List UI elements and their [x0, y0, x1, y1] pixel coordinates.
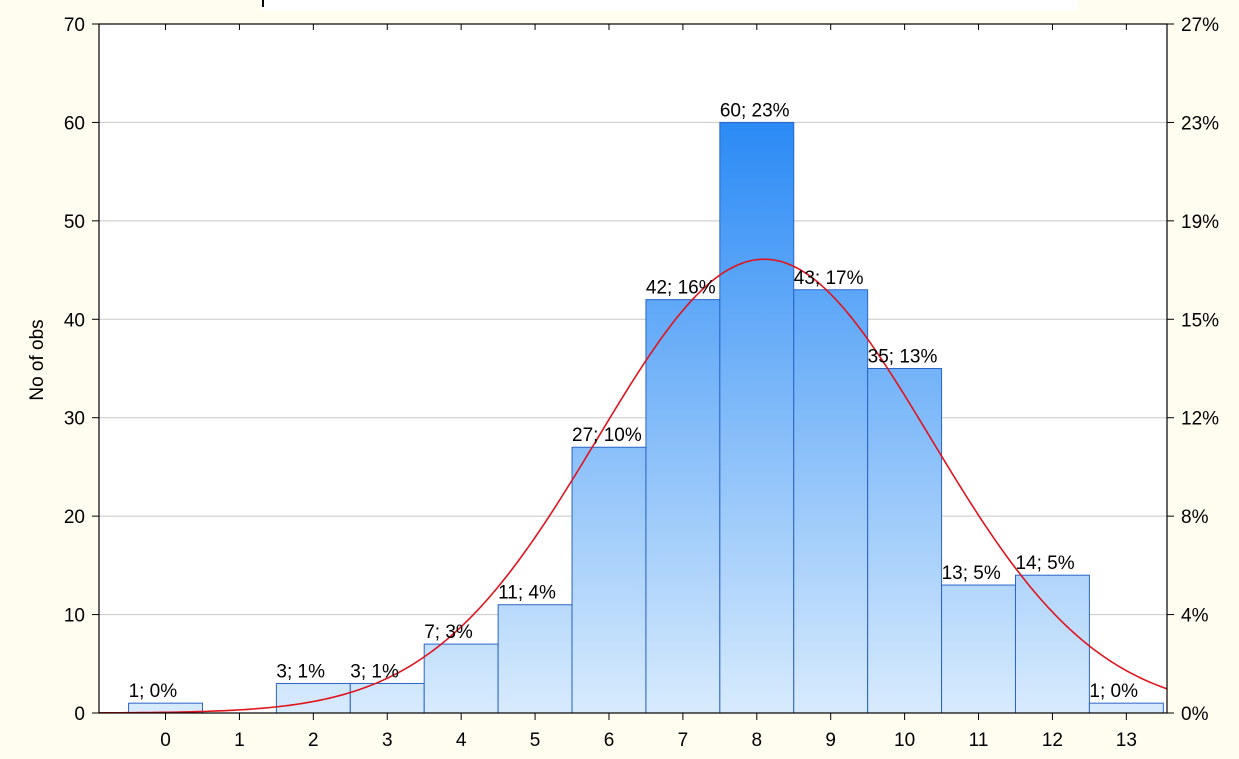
x-tick-label: 6	[604, 730, 615, 751]
x-tick-label: 5	[530, 730, 541, 751]
data-label: 1; 0%	[1089, 681, 1138, 702]
x-tick-label: 8	[752, 730, 763, 751]
legend-strip	[262, 0, 1078, 11]
y-tick-label: 40	[64, 310, 85, 331]
bars	[128, 121, 1164, 714]
data-label: 35; 13%	[868, 347, 938, 368]
y2-tick-label: 8%	[1181, 507, 1209, 528]
axes: 0 0%10 4%20 8%30 12%40 15%50 19%60 23%70 27%0 1 2 3…	[64, 15, 1219, 751]
data-label: 42; 16%	[646, 278, 716, 299]
y-tick-label: 60	[64, 113, 85, 134]
histogram-bar	[719, 121, 795, 714]
normal-fit-curve	[99, 258, 1167, 713]
data-label: 11; 4%	[498, 583, 556, 604]
histogram-bar	[497, 604, 573, 714]
plot-frame	[98, 23, 1168, 714]
data-label: 3; 1%	[350, 661, 399, 682]
data-label: 43; 17%	[794, 268, 864, 289]
x-tick-label: 4	[456, 730, 467, 751]
histogram-bar	[423, 643, 499, 714]
histogram-bar	[1088, 702, 1164, 714]
x-tick-label: 2	[308, 730, 319, 751]
histogram-bar	[793, 289, 869, 714]
legend-strip-marker	[262, 0, 264, 7]
y-tick-label: 70	[64, 15, 85, 36]
fit-curve-layer	[99, 258, 1167, 713]
x-tick-label: 3	[382, 730, 393, 751]
data-label: 3; 1%	[276, 661, 325, 682]
y-tick-label: 20	[64, 507, 85, 528]
y2-tick-label: 0%	[1181, 704, 1209, 725]
y2-tick-label: 4%	[1181, 606, 1209, 627]
histogram-bar	[867, 368, 943, 714]
data-label: 14; 5%	[1015, 553, 1074, 574]
x-tick-label: 12	[1042, 730, 1063, 751]
x-tick-label: 10	[894, 730, 915, 751]
y-tick-label: 0	[74, 704, 85, 725]
x-tick-label: 1	[234, 730, 245, 751]
histogram-bar	[275, 682, 351, 714]
x-tick-label: 13	[1116, 730, 1137, 751]
y-axis-label: No of obs	[27, 319, 48, 400]
y2-tick-label: 19%	[1181, 212, 1219, 233]
x-tick-label: 0	[160, 730, 171, 751]
y2-tick-label: 27%	[1181, 15, 1219, 36]
histogram-bar	[1014, 574, 1090, 714]
y2-tick-label: 15%	[1181, 310, 1219, 331]
y-tick-label: 10	[64, 606, 85, 627]
histogram-bar	[941, 584, 1016, 714]
y-tick-label: 50	[64, 212, 85, 233]
data-label: 60; 23%	[720, 100, 790, 121]
x-tick-label: 7	[678, 730, 689, 751]
y-tick-label: 30	[64, 409, 85, 430]
y2-tick-label: 23%	[1181, 113, 1219, 134]
x-tick-label: 9	[825, 730, 836, 751]
data-label: 27; 10%	[572, 425, 642, 446]
histogram-bar	[349, 682, 425, 714]
histogram-bar	[645, 299, 721, 714]
data-label: 7; 3%	[424, 622, 473, 643]
histogram-bar	[571, 446, 647, 714]
x-tick-label: 11	[969, 730, 989, 751]
y2-tick-label: 12%	[1181, 409, 1219, 430]
data-label: 1; 0%	[129, 681, 178, 702]
data-labels: 1; 0% 3; 1% 3; 1% 7; 3% 11; 4% 27; 10% 42; 16%…	[129, 100, 1139, 702]
data-label: 13; 5%	[942, 563, 1001, 584]
